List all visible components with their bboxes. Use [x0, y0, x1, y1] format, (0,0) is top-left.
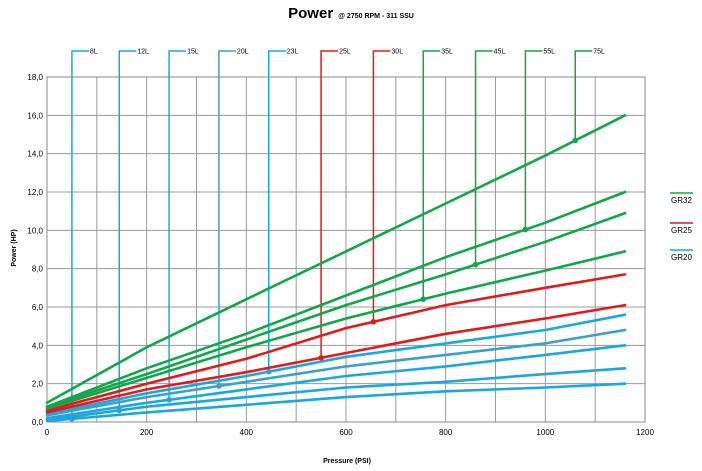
- annotation-leader-35L: [422, 50, 441, 300]
- y-tick-label: 12,0: [27, 188, 43, 197]
- series-line-12L: [45, 366, 627, 422]
- series-marker-25L: [318, 354, 324, 361]
- annotation-leader-8L: [71, 50, 89, 419]
- y-tick-label: 2,0: [32, 380, 44, 389]
- series-marker-8L: [69, 416, 75, 422]
- annotation-leader-25L: [320, 50, 339, 358]
- series-marker-15L: [166, 397, 172, 403]
- y-tick-label: 8,0: [32, 265, 44, 274]
- series-marker-20L: [216, 383, 222, 389]
- series-label-35L: 35L: [441, 49, 453, 56]
- legend-label-GR32: GR32: [671, 196, 692, 205]
- series-label-23L: 23L: [287, 49, 299, 56]
- x-tick-label: 1200: [636, 428, 654, 437]
- y-tick-label: 6,0: [32, 303, 44, 312]
- legend-label-GR20: GR20: [671, 253, 692, 262]
- plot-frame: [46, 76, 646, 423]
- grid: [46, 76, 646, 423]
- series-line-15L: [45, 343, 627, 420]
- series-label-15L: 15L: [187, 49, 199, 56]
- series-label-30L: 30L: [391, 49, 403, 56]
- annotation-leader-20L: [218, 50, 236, 386]
- series-marker-30L: [370, 318, 377, 325]
- annotation-leader-23L: [268, 50, 286, 372]
- series-label-12L: 12L: [137, 49, 149, 56]
- annotation-leader-55L: [524, 50, 543, 230]
- series-label-25L: 25L: [339, 49, 351, 56]
- series-marker-55L: [522, 226, 529, 233]
- series-line-23L: [45, 313, 627, 416]
- series-marker-45L: [472, 261, 479, 268]
- series-lines: [45, 114, 627, 423]
- series-marker-12L: [116, 407, 123, 414]
- series-label-75L: 75L: [593, 49, 605, 56]
- annotation-leader-15L: [168, 50, 187, 400]
- axes: 0,0 2,0 4,0 6,0 8,0 10,0 12,0 14,0 16,0 18,0 0 200 4…: [27, 73, 654, 437]
- series-line-75L: [45, 114, 627, 405]
- y-tick-label: 16,0: [27, 111, 43, 120]
- x-tick-label: 200: [140, 428, 154, 437]
- x-tick-label: 0: [45, 428, 50, 437]
- series-line-20L: [45, 328, 627, 417]
- x-tick-label: 800: [439, 428, 453, 437]
- y-tick-label: 14,0: [27, 150, 43, 159]
- annotation-leader-45L: [474, 50, 493, 265]
- series-line-45L: [45, 211, 627, 409]
- chart-title: Power: [288, 5, 333, 22]
- series-line-25L: [45, 303, 627, 414]
- x-tick-label: 1000: [536, 428, 554, 437]
- series-marker-75L: [572, 137, 579, 144]
- y-tick-label: 4,0: [32, 341, 44, 350]
- series-label-45L: 45L: [494, 49, 506, 56]
- chart-subtitle: @ 2750 RPM - 311 SSU: [338, 13, 414, 20]
- series-marker-35L: [420, 296, 427, 302]
- x-tick-label: 600: [339, 428, 353, 437]
- chart-title-group: Power @ 2750 RPM - 311 SSU: [288, 5, 414, 22]
- legend-label-GR25: GR25: [671, 226, 692, 235]
- legend: GR32 GR25 GR20: [670, 192, 693, 262]
- y-tick-label: 10,0: [27, 226, 43, 235]
- x-axis-label: Pressure (PSI): [323, 458, 371, 465]
- series-line-55L: [45, 190, 627, 409]
- series-label-20L: 20L: [237, 49, 249, 56]
- series-line-35L: [45, 250, 627, 410]
- annotations: 8L 12L 15L 20L 23L 25L 30L 35L 45L 55L 75L: [71, 49, 605, 419]
- y-tick-label: 0,0: [32, 418, 44, 427]
- series-marker-23L: [265, 368, 272, 375]
- series-markers: [69, 137, 579, 422]
- y-axis-label: Power (HP): [11, 229, 18, 266]
- series-label-8L: 8L: [90, 49, 98, 56]
- series-label-55L: 55L: [543, 49, 555, 56]
- annotation-leader-30L: [372, 50, 391, 322]
- annotation-leader-12L: [118, 50, 137, 411]
- annotation-leader-75L: [574, 50, 593, 141]
- x-tick-label: 400: [240, 428, 254, 437]
- y-tick-label: 18,0: [27, 73, 43, 82]
- series-line-8L: [45, 382, 627, 423]
- series-line-30L: [45, 273, 627, 412]
